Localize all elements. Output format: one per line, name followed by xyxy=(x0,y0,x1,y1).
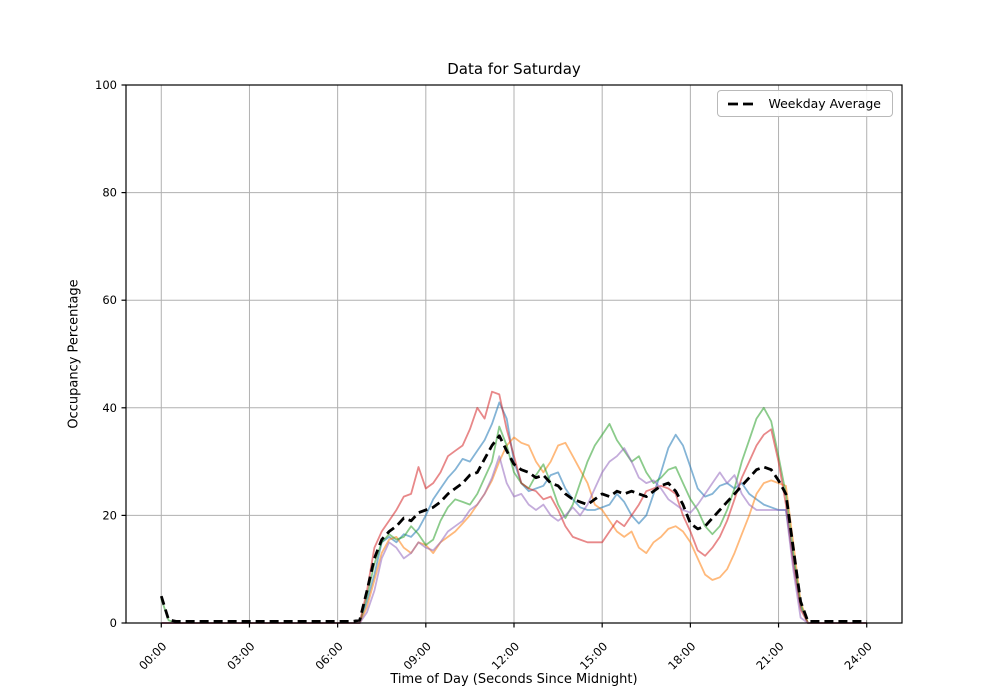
x-tick-label-21:00: 21:00 xyxy=(753,639,786,672)
dashed-line-sample-icon xyxy=(728,102,759,105)
x-tick-label-09:00: 09:00 xyxy=(401,639,434,672)
y-tick-label-80: 80 xyxy=(102,186,117,200)
x-tick-label-24:00: 24:00 xyxy=(842,639,875,672)
y-tick-label-40: 40 xyxy=(102,401,117,415)
x-tick-label-12:00: 12:00 xyxy=(489,639,522,672)
y-axis-label: Occupancy Percentage xyxy=(66,279,82,429)
x-tick-label-00:00: 00:00 xyxy=(136,639,169,672)
x-tick-label-03:00: 03:00 xyxy=(224,639,257,672)
legend-label: Weekday Average xyxy=(768,96,881,111)
legend: Weekday Average xyxy=(717,90,893,117)
y-tick-label-20: 20 xyxy=(102,508,117,522)
y-tick-label-60: 60 xyxy=(102,293,117,307)
series-line-weekday-average xyxy=(159,434,867,623)
chart-title: Data for Saturday xyxy=(447,60,581,78)
y-tick-label-0: 0 xyxy=(110,616,117,630)
y-tick-label-100: 100 xyxy=(95,78,117,92)
x-tick-label-06:00: 06:00 xyxy=(312,639,345,672)
x-axis-label: Time of Day (Seconds Since Midnight) xyxy=(390,672,638,687)
x-tick-label-15:00: 15:00 xyxy=(577,639,610,672)
x-tick-label-18:00: 18:00 xyxy=(665,639,698,672)
